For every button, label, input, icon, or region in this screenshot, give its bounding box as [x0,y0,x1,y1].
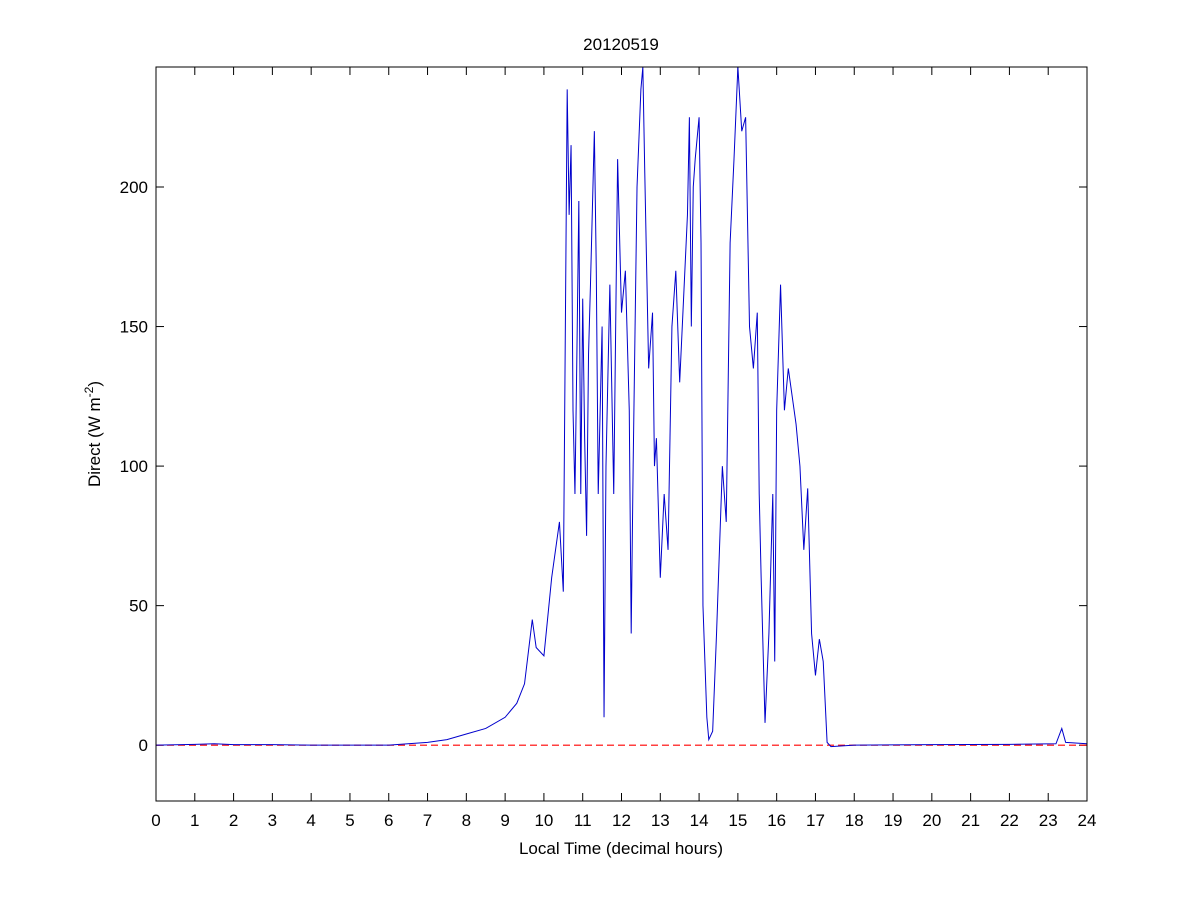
x-tick-label: 4 [306,811,315,830]
x-tick-label: 18 [845,811,864,830]
y-tick-label: 50 [129,597,148,616]
y-tick-label: 0 [139,736,148,755]
x-tick-label: 8 [462,811,471,830]
chart-title: 20120519 [583,35,659,54]
x-tick-label: 15 [728,811,747,830]
x-tick-label: 16 [767,811,786,830]
x-tick-label: 11 [574,811,592,830]
x-tick-label: 2 [229,811,238,830]
x-tick-label: 19 [884,811,903,830]
x-tick-label: 6 [384,811,393,830]
y-tick-label: 100 [120,457,148,476]
x-tick-label: 9 [500,811,509,830]
x-tick-label: 12 [612,811,631,830]
y-label-text: Direct (W m [85,397,104,487]
x-axis-label: Local Time (decimal hours) [519,839,723,858]
x-tick-label: 5 [345,811,354,830]
x-tick-label: 22 [1000,811,1019,830]
x-tick-label: 17 [806,811,825,830]
x-tick-label: 10 [534,811,553,830]
x-tick-label: 21 [961,811,980,830]
x-tick-label: 0 [151,811,160,830]
y-axis-label: Direct (W m-2) [82,381,104,487]
y-label-sup: -2 [82,386,96,397]
y-tick-label: 200 [120,178,148,197]
x-tick-label: 20 [922,811,941,830]
y-label-end: ) [85,381,104,387]
data-line [156,67,1087,748]
x-tick-label: 13 [651,811,670,830]
x-tick-label: 23 [1039,811,1058,830]
x-tick-label: 24 [1078,811,1097,830]
x-tick-label: 1 [190,811,199,830]
plot-frame [155,66,1088,802]
y-tick-label: 150 [120,318,148,337]
x-tick-label: 3 [268,811,277,830]
x-tick-label: 7 [423,811,432,830]
x-tick-label: 14 [690,811,709,830]
